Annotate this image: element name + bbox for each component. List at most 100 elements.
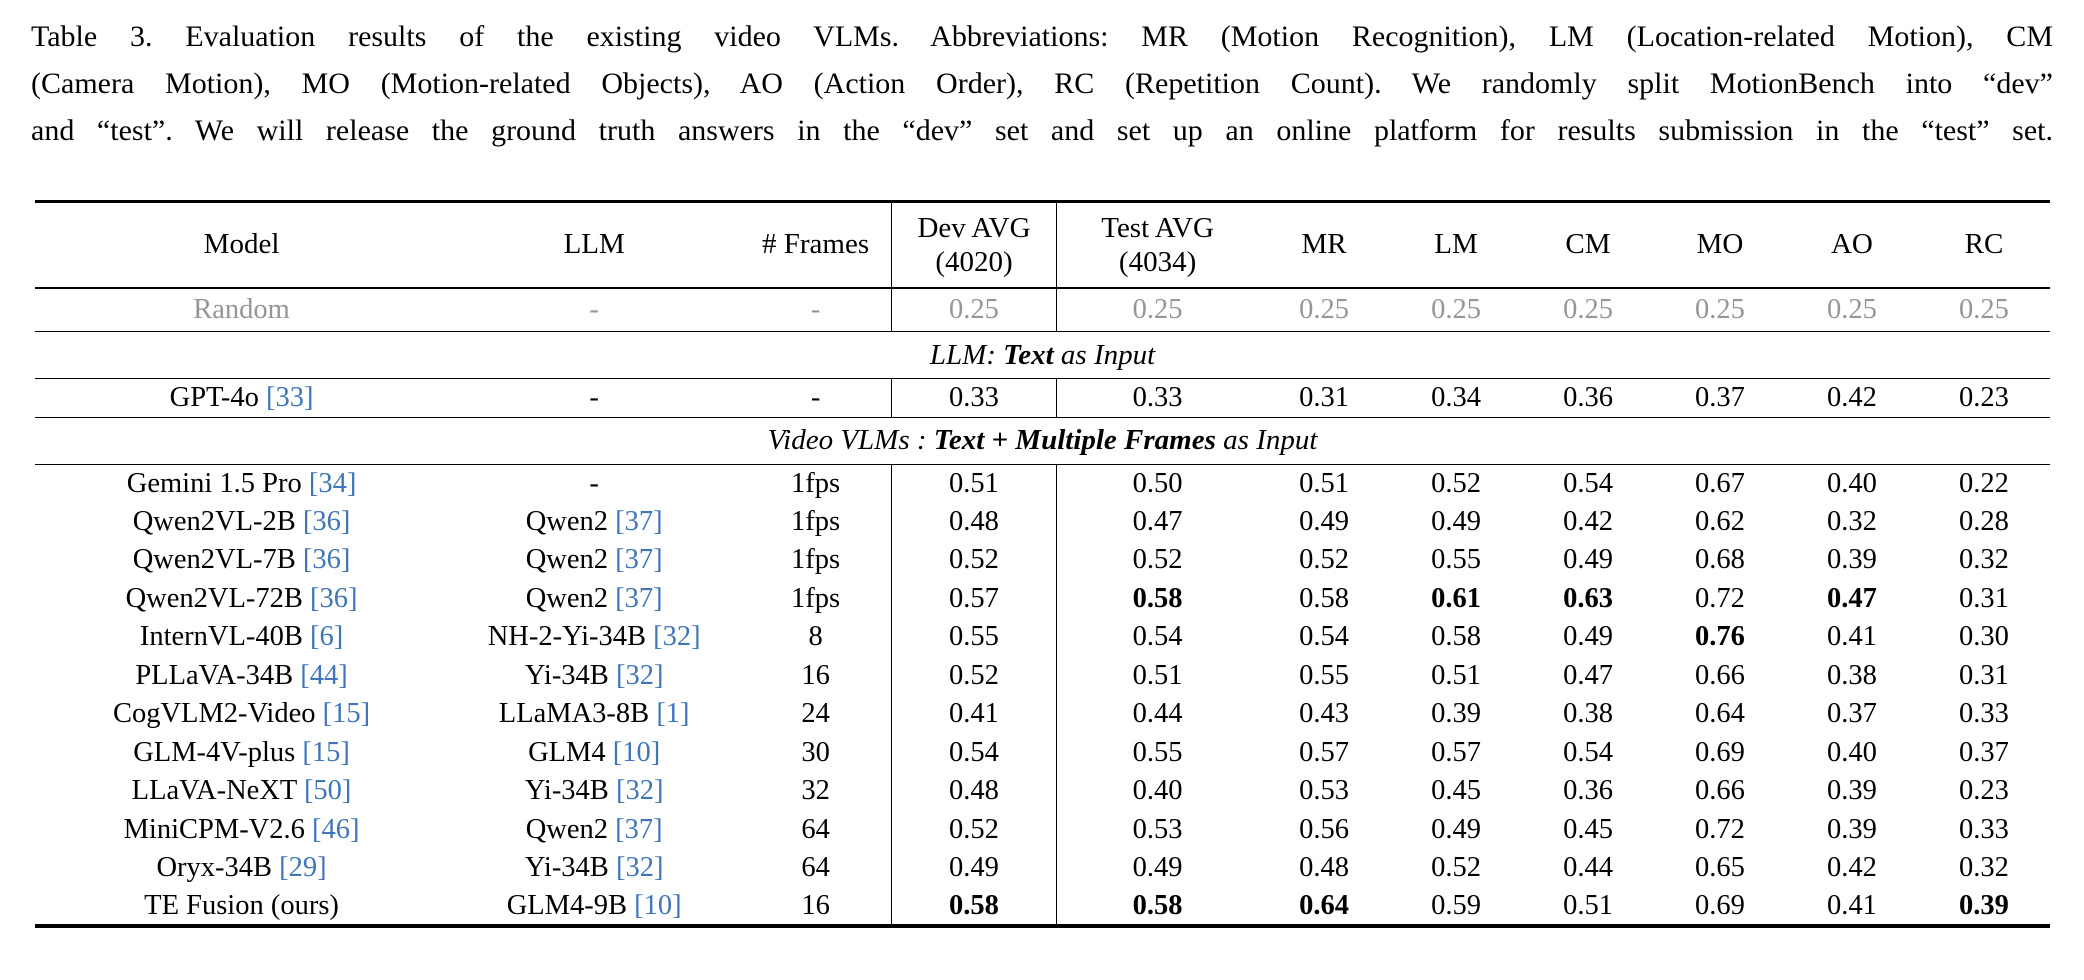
model-cell-label: Random [193, 293, 290, 325]
mo-value-cell: 0.25 [1653, 287, 1786, 332]
frames-cell-label: 64 [801, 852, 830, 884]
citation-link[interactable]: [32] [615, 852, 664, 884]
cm-value-cell: 0.36 [1522, 772, 1654, 811]
model-cell: Qwen2VL-7B [36] [35, 541, 448, 580]
rc-value: 0.30 [1959, 621, 2009, 653]
rc-value-cell: 0.37 [1918, 734, 2050, 773]
mr-value: 0.31 [1299, 381, 1349, 413]
lm-value-cell: 0.52 [1390, 849, 1522, 888]
ao-value: 0.39 [1827, 813, 1877, 845]
rc-value-cell: 0.33 [1918, 695, 2050, 734]
mo-value: 0.72 [1695, 582, 1745, 614]
lm-value: 0.61 [1431, 582, 1481, 614]
dev-value-cell: 0.52 [890, 810, 1057, 849]
mo-value-cell: 0.69 [1653, 887, 1786, 928]
cm-value: 0.45 [1563, 813, 1613, 845]
llm-cell: Qwen2 [37] [448, 811, 740, 850]
model-cell-label: Qwen2VL-72B [125, 582, 303, 614]
rc-value-cell: 0.31 [1918, 657, 2050, 696]
citation-link[interactable]: [37] [615, 505, 663, 537]
frames-cell: - [740, 287, 892, 332]
table-row: Gemini 1.5 Pro [34] - 1fps 0.51 0.50 0.51 0.52… [35, 464, 2050, 503]
citation-link[interactable]: [37] [615, 544, 663, 576]
mo-value-cell: 0.65 [1654, 849, 1786, 888]
section-title-suffix: as Input [1053, 338, 1156, 371]
caption-line-3: and “test”. We will release the ground t… [31, 114, 2053, 147]
ao-value-cell: 0.42 [1785, 378, 1918, 418]
citation-link[interactable]: [32] [653, 621, 701, 653]
citation-link[interactable]: [32] [615, 775, 664, 807]
mr-value-cell: 0.53 [1258, 772, 1390, 811]
citation-link[interactable]: [10] [612, 736, 661, 768]
llm-cell-label: Qwen2 [525, 505, 609, 537]
test-value-cell: 0.40 [1056, 772, 1259, 811]
cm-value: 0.36 [1563, 775, 1613, 807]
citation-link[interactable]: [34] [308, 467, 357, 499]
frames-cell: 1fps [740, 464, 891, 503]
mo-value-cell: 0.72 [1654, 580, 1786, 619]
mo-value: 0.66 [1695, 659, 1745, 691]
model-cell: Random [35, 287, 449, 332]
rc-value-cell: 0.23 [1918, 772, 2050, 811]
test-value-cell: 0.52 [1056, 541, 1259, 580]
section-header-row: Video VLMs : Text + Multiple Frames as I… [35, 417, 2050, 465]
model-cell-label: PLLaVA-34B [135, 659, 294, 691]
cm-value: 0.63 [1563, 582, 1613, 614]
model-cell: Oryx-34B [29] [35, 849, 448, 888]
ao-value: 0.40 [1827, 736, 1877, 768]
mr-value-cell: 0.54 [1258, 618, 1390, 657]
rc-value-cell: 0.28 [1918, 503, 2050, 542]
rc-value: 0.28 [1959, 505, 2009, 537]
mr-value: 0.56 [1299, 813, 1349, 845]
frames-cell: 16 [740, 887, 892, 928]
llm-cell-label: - [589, 381, 599, 413]
lm-value: 0.55 [1431, 544, 1481, 576]
dev-value: 0.51 [949, 467, 999, 499]
rc-value-cell: 0.32 [1918, 541, 2050, 580]
citation-link[interactable]: [44] [300, 659, 348, 691]
cm-value: 0.47 [1563, 659, 1613, 691]
cm-value-cell: 0.47 [1522, 657, 1654, 696]
ao-value: 0.38 [1827, 659, 1877, 691]
mo-value-cell: 0.69 [1654, 734, 1786, 773]
mr-value: 0.49 [1299, 505, 1349, 537]
citation-link[interactable]: [36] [302, 505, 351, 537]
citation-link[interactable]: [15] [302, 736, 350, 768]
citation-link[interactable]: [50] [303, 775, 352, 807]
citation-link[interactable]: [32] [615, 659, 664, 691]
citation-link[interactable]: [29] [279, 852, 327, 884]
citation-link[interactable]: [6] [310, 621, 344, 653]
mr-value-cell: 0.48 [1258, 849, 1390, 888]
column-header-mo: MO [1653, 201, 1786, 289]
frames-cell: - [740, 378, 892, 418]
frames-cell: 64 [740, 849, 891, 888]
citation-link[interactable]: [46] [312, 813, 360, 845]
table-row: LLaVA-NeXT [50] Yi-34B [32] 32 0.48 0.40 0.53… [35, 772, 2050, 811]
test-value-cell: 0.44 [1056, 695, 1259, 734]
llm-cell: Yi-34B [32] [448, 657, 740, 696]
citation-link[interactable]: [36] [310, 582, 358, 614]
llm-cell: - [448, 464, 740, 503]
table-row: Random - - 0.25 0.25 0.25 0.25 0.25 0.25 0.25 0.25 [35, 287, 2050, 332]
llm-cell-label: GLM4-9B [506, 889, 628, 921]
citation-link[interactable]: [15] [322, 698, 371, 730]
frames-cell-label: - [810, 381, 821, 413]
citation-link[interactable]: [10] [634, 889, 682, 921]
dev-value-cell: 0.48 [890, 502, 1057, 541]
ao-value-cell: 0.39 [1786, 811, 1918, 850]
results-table: Model LLM # Frames Dev AVG (4020) Test A… [35, 200, 2050, 928]
mo-value-cell: 0.62 [1654, 503, 1786, 542]
rc-value-cell: 0.25 [1917, 287, 2050, 332]
lm-value-cell: 0.51 [1390, 657, 1522, 696]
mo-value-cell: 0.37 [1653, 378, 1786, 418]
citation-link[interactable]: [33] [265, 381, 314, 413]
citation-link[interactable]: [36] [302, 544, 351, 576]
cm-value: 0.54 [1563, 467, 1613, 499]
mo-value: 0.76 [1695, 621, 1745, 653]
citation-link[interactable]: [37] [615, 813, 663, 845]
mo-value: 0.69 [1695, 736, 1745, 768]
mr-value: 0.51 [1299, 467, 1349, 499]
citation-link[interactable]: [1] [656, 698, 690, 730]
citation-link[interactable]: [37] [615, 582, 663, 614]
mr-value-cell: 0.57 [1258, 734, 1390, 773]
